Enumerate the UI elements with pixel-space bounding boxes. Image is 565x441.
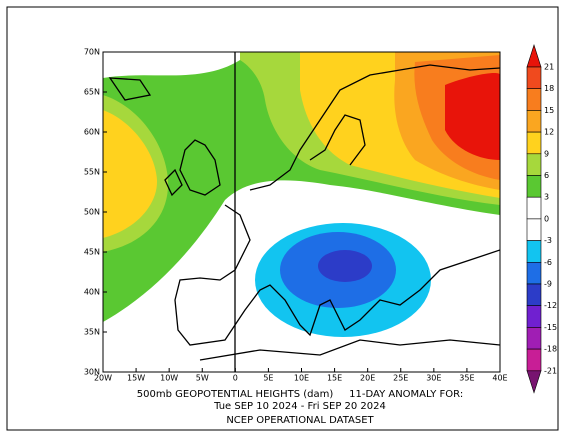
- colorbar-segment: [526, 283, 542, 307]
- colorbar-label: -12: [544, 301, 557, 310]
- colorbar-segment: [526, 131, 542, 155]
- lon-label: 5W: [196, 374, 209, 383]
- lat-label: 70N: [84, 48, 100, 57]
- lon-label: 30E: [426, 374, 441, 383]
- coastlines: [108, 64, 500, 361]
- lon-label: 15E: [327, 374, 342, 383]
- colorbar-label: -9: [544, 280, 552, 289]
- colorbar-label: 15: [544, 106, 554, 115]
- colorbar-segment: [526, 240, 542, 263]
- colorbar-segment: [526, 66, 542, 90]
- caption: 500mb GEOPOTENTIAL HEIGHTS (dam) 11-DAY …: [137, 389, 463, 400]
- lat-label: 55N: [84, 168, 100, 177]
- colorbar-label: 3: [544, 193, 549, 202]
- lat-label: 30N: [84, 368, 100, 377]
- lat-label: 45N: [84, 248, 100, 257]
- yellow-area: [103, 110, 158, 238]
- lon-label: 20E: [360, 374, 375, 383]
- red-area: [445, 73, 500, 160]
- lat-label: 35N: [84, 328, 100, 337]
- lon-label: 35E: [459, 374, 474, 383]
- colorbar-label: 6: [544, 171, 549, 180]
- colorbar-label: 0: [544, 214, 549, 223]
- darkblue-area: [318, 250, 372, 282]
- colorbar-label: 9: [544, 149, 549, 158]
- caption: NCEP OPERATIONAL DATASET: [226, 415, 374, 426]
- colorbar-label: 21: [544, 63, 554, 72]
- lat-label: 65N: [84, 88, 100, 97]
- colorbar-segment: [526, 88, 542, 111]
- colorbar-label: -15: [544, 323, 557, 332]
- lon-label: 25E: [393, 374, 408, 383]
- colorbar-segment: [526, 218, 542, 241]
- lon-label: 10E: [294, 374, 309, 383]
- colorbar-segment: [526, 348, 542, 372]
- colorbar-label: -21: [544, 366, 557, 375]
- colorbar-arrow: [526, 370, 542, 394]
- lon-label: 40E: [492, 374, 507, 383]
- colorbar-segment: [526, 305, 542, 328]
- caption: Tue SEP 10 2024 - Fri SEP 20 2024: [213, 401, 386, 412]
- colorbar-segment: [526, 110, 542, 133]
- lat-label: 50N: [84, 208, 100, 217]
- lon-label: 15W: [127, 374, 145, 383]
- lat-label: 40N: [84, 288, 100, 297]
- lon-label: 0: [233, 374, 238, 383]
- colorbar-segment: [526, 327, 542, 350]
- colorbar-segment: [526, 175, 542, 198]
- lon-label: 20W: [94, 374, 112, 383]
- lon-label: 10W: [160, 374, 178, 383]
- colorbar-segment: [526, 153, 542, 176]
- colorbar-segment: [526, 261, 542, 285]
- colorbar-label: 18: [544, 84, 554, 93]
- colorbar-segment: [526, 196, 542, 220]
- colorbar-label: 12: [544, 128, 554, 137]
- colorbar-label: -3: [544, 236, 552, 245]
- anomaly-field: [103, 52, 500, 372]
- lon-label: 5E: [263, 374, 273, 383]
- colorbar-label: -18: [544, 345, 557, 354]
- colorbar-label: -6: [544, 258, 552, 267]
- lat-label: 60N: [84, 128, 100, 137]
